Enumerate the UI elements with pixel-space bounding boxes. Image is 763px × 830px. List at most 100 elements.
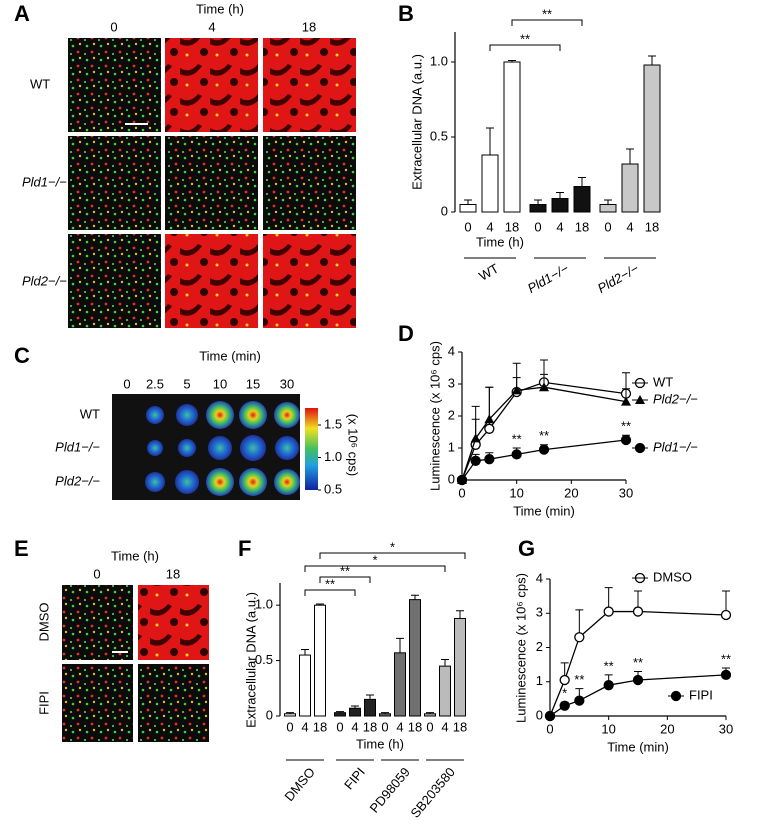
row-label: DMSO: [36, 603, 51, 642]
x-tick-label: 10: [509, 485, 523, 500]
well: [146, 406, 164, 424]
y-tick-label: 1.0: [430, 53, 448, 68]
well: [178, 439, 196, 457]
image-title: Time (min): [199, 348, 261, 363]
significance-bracket: [304, 589, 356, 596]
marker: [544, 710, 556, 722]
error-bar: [456, 610, 464, 619]
colorbar-tick-label: 1.5: [324, 416, 342, 431]
bar: [529, 204, 547, 213]
bar: [394, 652, 406, 717]
group-label: DMSO: [281, 764, 318, 804]
y-tick-label: 2: [536, 639, 543, 654]
marker: [484, 414, 495, 424]
y-tick-label: 0.5: [255, 652, 273, 667]
x-tick-label: 18: [313, 719, 327, 734]
well: [274, 469, 300, 495]
marker: [484, 423, 495, 434]
x-tick-label: 0: [286, 719, 293, 734]
marker: [511, 449, 522, 460]
bar: [503, 61, 521, 213]
micrograph: [165, 136, 258, 230]
marker: [559, 700, 570, 711]
y-tick-label: 0: [536, 707, 543, 722]
error-bar: [426, 712, 434, 714]
marker: [632, 606, 644, 617]
colorbar-label: (x 10⁶ cps): [346, 414, 361, 476]
x-tick-label: 30: [619, 485, 633, 500]
well: [145, 472, 165, 492]
x-tick-label: 0: [458, 485, 465, 500]
y-tick-label: 0: [266, 707, 273, 722]
row-label: FIPI: [36, 691, 51, 715]
row-label: Pld1−/−: [22, 174, 67, 189]
column-label: 4: [208, 19, 215, 34]
bar: [621, 163, 639, 213]
well: [175, 470, 199, 494]
annotation: **: [574, 672, 584, 687]
column-label: 0: [123, 376, 130, 391]
micrograph: [263, 234, 356, 328]
line: [461, 386, 627, 481]
micrograph: [68, 234, 161, 328]
bar: [314, 604, 326, 717]
annotation: **: [621, 419, 631, 434]
row-label: WT: [80, 406, 100, 421]
plate-image: [112, 394, 300, 500]
bar: [573, 186, 591, 213]
x-tick-label: 0: [464, 219, 471, 234]
error-bar: [464, 199, 472, 205]
x-tick-label: 0: [426, 719, 433, 734]
significance-label: **: [520, 31, 530, 46]
marker: [539, 382, 549, 392]
marker: [720, 669, 732, 681]
error-bar: [411, 594, 419, 600]
annotation: **: [633, 655, 643, 670]
marker: [574, 632, 585, 643]
colorbar-tick-label: 1.0: [324, 449, 342, 464]
legend-label: Pld1−/−: [653, 439, 698, 454]
error-bar: [485, 386, 494, 420]
y-axis-label: Luminescence (x 10⁶ cps): [427, 341, 442, 491]
y-tick-label: 1: [536, 673, 543, 688]
x-tick-label: 0: [546, 721, 553, 736]
group-label: SB203580: [407, 764, 458, 820]
column-label: 2.5: [146, 376, 164, 391]
x-tick-label: 0: [381, 719, 388, 734]
annotation: **: [512, 431, 522, 446]
error-bar: [648, 55, 656, 65]
significance-bracket: [319, 576, 371, 583]
colorbar-tick-label: 0.5: [324, 481, 342, 496]
bar: [409, 599, 421, 717]
micrograph: [68, 38, 161, 132]
significance-label: **: [542, 6, 552, 21]
column-label: 5: [183, 376, 190, 391]
bar: [379, 713, 391, 717]
micrograph: [263, 136, 356, 230]
significance-label: **: [325, 576, 335, 591]
error-bar: [604, 199, 612, 205]
x-axis-label: Time (min): [607, 739, 669, 754]
marker: [720, 609, 732, 621]
well: [147, 440, 163, 456]
x-tick-label: 4: [441, 719, 448, 734]
legend-label: FIPI: [689, 687, 713, 702]
x-tick-label: 18: [453, 719, 467, 734]
micrograph: [62, 664, 133, 742]
y-tick-label: 1.0: [255, 597, 273, 612]
annotation: **: [604, 658, 614, 673]
column-label: 30: [280, 376, 294, 391]
marker: [603, 606, 614, 617]
row-label: Pld2−/−: [55, 473, 100, 488]
significance-label: *: [390, 539, 395, 554]
error-bar: [301, 649, 309, 656]
y-tick-label: 0: [441, 203, 448, 218]
y-axis-label: Extracellular DNA (a.u.): [243, 592, 258, 728]
x-tick-label: 30: [719, 721, 733, 736]
bar: [349, 707, 361, 717]
legend-label: Pld2−/−: [653, 391, 698, 406]
bar: [334, 712, 346, 717]
x-axis-label: Time (h): [356, 736, 404, 751]
column-label: 0: [110, 19, 117, 34]
